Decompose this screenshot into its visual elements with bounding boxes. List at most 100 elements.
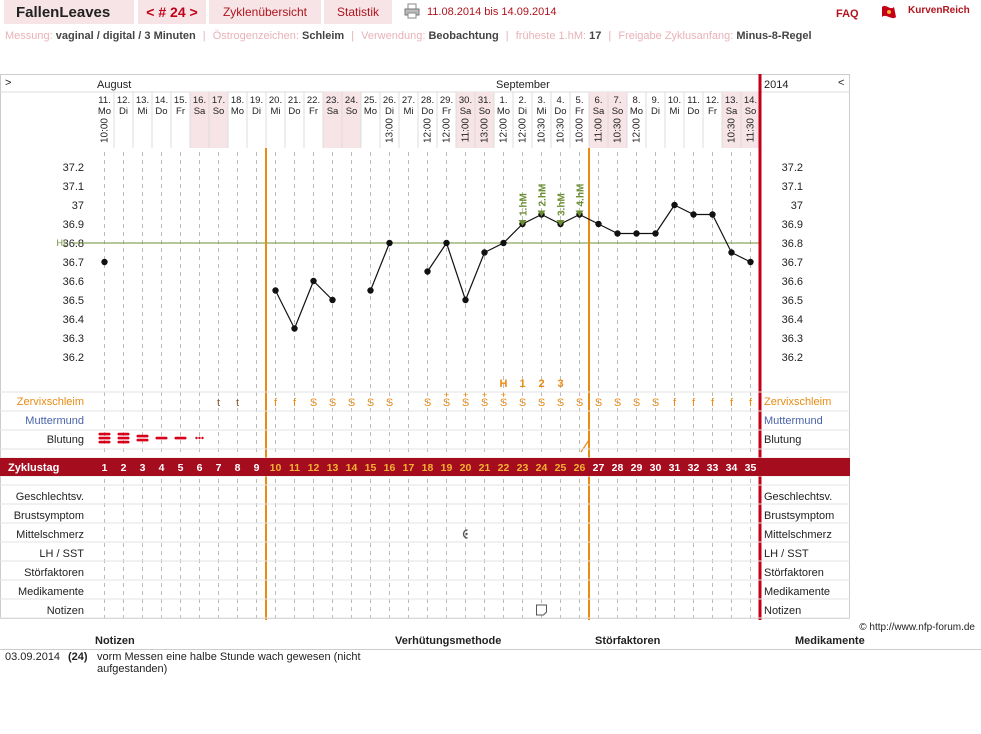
mucus-symbol: S [310, 397, 317, 409]
brand-title[interactable]: FallenLeaves [4, 0, 134, 24]
cycle-day-number: 7 [216, 462, 222, 474]
cycle-day-number: 20 [460, 462, 472, 474]
weekday-label: Do [554, 106, 566, 117]
mucus-symbol: S [424, 397, 431, 409]
info-key: Freigabe Zyklusanfang: [618, 30, 734, 42]
temp-point [671, 201, 678, 209]
cycle-day-number: 4 [159, 462, 165, 474]
bleeding-mark [117, 440, 130, 444]
cycle-navigator[interactable]: < # 24 > [138, 0, 206, 24]
cycle-info-bar: Messung: vaginal / digital / 3 Minuten |… [5, 30, 812, 42]
kurvenreich-logo-icon[interactable] [880, 3, 980, 21]
faq-link[interactable]: FAQ [836, 8, 859, 20]
temp-line-segment [731, 251, 751, 263]
mucus-symbol: f [692, 397, 696, 409]
month-label: September [496, 79, 550, 91]
temp-point [101, 258, 108, 266]
y-tick-label-right: 37 [791, 200, 803, 212]
y-tick-label-left: 36.4 [63, 314, 84, 326]
cycle-day-number: 13 [327, 462, 339, 474]
weekday-label: Di [385, 106, 394, 117]
bleeding-mark [136, 434, 149, 438]
cycle-day-number: 11 [289, 462, 300, 474]
hm-label: 2.hM [538, 184, 549, 207]
copyright-text: © http://www.nfp-forum.de [859, 622, 975, 633]
cycle-day-number: 12 [308, 462, 320, 474]
month-label: August [97, 79, 131, 91]
temp-point [272, 287, 279, 294]
y-tick-label-right: 36.4 [782, 314, 803, 326]
temp-line-segment [313, 280, 333, 301]
mucus-plus: + [482, 390, 487, 400]
time-label: 10:30 [613, 118, 624, 143]
temp-line-segment [674, 204, 694, 216]
mucus-symbol: t [236, 397, 239, 409]
weekday-label: Di [518, 106, 527, 117]
y-tick-label-left: 36.7 [63, 257, 84, 269]
temp-point [728, 249, 735, 256]
cycle-day-number: 25 [555, 462, 567, 474]
row-label-left: LH / SST [39, 548, 84, 560]
cycle-day-number: 3 [140, 462, 146, 474]
date-label: 11. [687, 95, 700, 106]
weekday-label: Mi [270, 106, 280, 117]
weekday-label: So [745, 106, 757, 117]
weekday-label: Do [687, 106, 699, 117]
date-label: 27. [402, 95, 415, 106]
weekday-label: Di [252, 106, 261, 117]
cycle-day-number: 18 [422, 462, 434, 474]
temp-point [386, 239, 393, 247]
temp-line-segment [655, 204, 675, 234]
date-label: 31. [478, 95, 491, 106]
weekday-label: Fr [575, 106, 584, 117]
note-icon[interactable] [536, 604, 547, 616]
cycle-day-number: 14 [346, 462, 358, 474]
temp-point [291, 325, 298, 332]
hm-label: 3.hM [557, 193, 568, 216]
print-icon[interactable] [404, 3, 420, 19]
nav-forward-icon[interactable]: < [838, 77, 844, 89]
weekday-label: So [479, 106, 491, 117]
row-label-right: Störfaktoren [764, 567, 824, 579]
logo-text[interactable]: KurvenReich [908, 5, 970, 16]
row-label-left: Medikamente [18, 586, 84, 598]
temp-point [690, 211, 697, 218]
top-bar: FallenLeaves < # 24 > Zyklenübersicht St… [0, 0, 981, 24]
mucus-symbol: S [462, 397, 469, 409]
date-label: 29. [440, 95, 453, 106]
y-tick-label-left: 36.8 [63, 238, 84, 250]
hm-marker-icon [556, 220, 565, 226]
time-label: 10:30 [556, 118, 567, 143]
time-label: 12:00 [632, 118, 643, 143]
cycle-day-number: 31 [669, 462, 681, 474]
bleeding-mark [98, 436, 111, 440]
weekend-column [741, 92, 760, 148]
temp-point [614, 230, 621, 237]
bleeding-mark [136, 438, 149, 442]
date-label: 3. [538, 95, 546, 106]
temp-line-segment [711, 214, 733, 253]
weekday-label: Mo [497, 106, 510, 117]
notes-heading: Notizen [95, 635, 135, 647]
tab-statistics[interactable]: Statistik [324, 0, 392, 24]
date-label: 13. [725, 95, 738, 106]
y-tick-label-left: 36.2 [63, 352, 84, 364]
spotting-mark [198, 436, 201, 440]
cycle-day-number: 8 [235, 462, 241, 474]
cycle-day-number: 33 [707, 462, 719, 474]
date-label: 16. [193, 95, 206, 106]
date-label: 14. [155, 95, 168, 106]
date-label: 13. [136, 95, 149, 106]
cycle-day-number: 30 [650, 462, 662, 474]
date-label: 23. [326, 95, 339, 106]
nav-back-icon[interactable]: > [5, 77, 11, 89]
bleeding-mark [117, 436, 130, 440]
mucus-symbol: S [348, 397, 355, 409]
weekday-label: Di [651, 106, 660, 117]
temp-point [462, 296, 469, 304]
time-label: 12:00 [442, 118, 453, 143]
weekday-label: Mi [536, 106, 546, 117]
temp-line-segment [484, 242, 504, 254]
time-label: 11:00 [594, 118, 605, 143]
tab-cycle-overview[interactable]: Zyklenübersicht [209, 0, 321, 24]
